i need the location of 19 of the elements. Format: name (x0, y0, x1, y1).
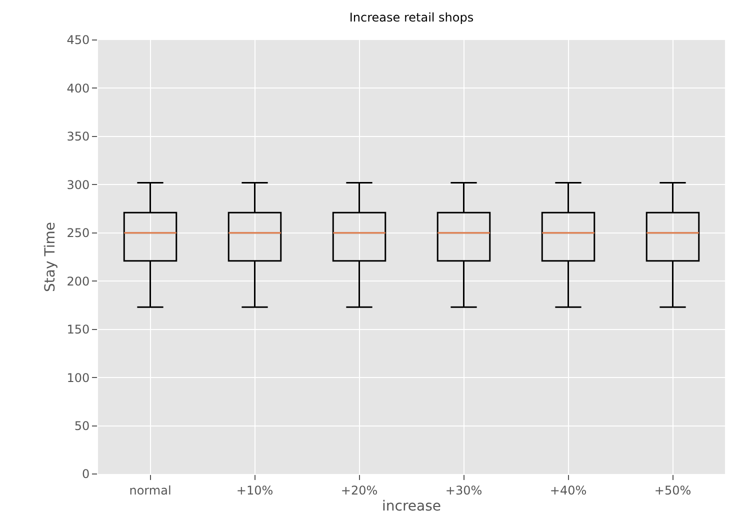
y-tick-label: 200 (66, 274, 90, 288)
x-axis-title: increase (382, 498, 442, 515)
y-tick-label: 100 (66, 370, 90, 385)
x-tick-label: +10% (236, 483, 274, 498)
y-tick-label: 350 (66, 130, 90, 144)
chart-title: Increase retail shops (349, 10, 474, 24)
x-tick-label: normal (129, 483, 172, 498)
y-tick-label: 250 (66, 226, 90, 240)
y-tick-label: 0 (82, 467, 90, 482)
y-tick-label: 50 (74, 418, 90, 433)
y-tick-label: 450 (66, 33, 90, 48)
x-tick-label: +40% (550, 483, 587, 498)
y-axis-title: Stay Time (42, 222, 58, 292)
y-tick-label: 300 (66, 178, 90, 192)
y-tick-label: 150 (66, 322, 90, 337)
x-tick-label: +30% (445, 483, 482, 498)
x-tick-label: +50% (654, 483, 692, 498)
y-tick-label: 400 (66, 81, 90, 96)
x-tick-label: +20% (340, 483, 378, 498)
